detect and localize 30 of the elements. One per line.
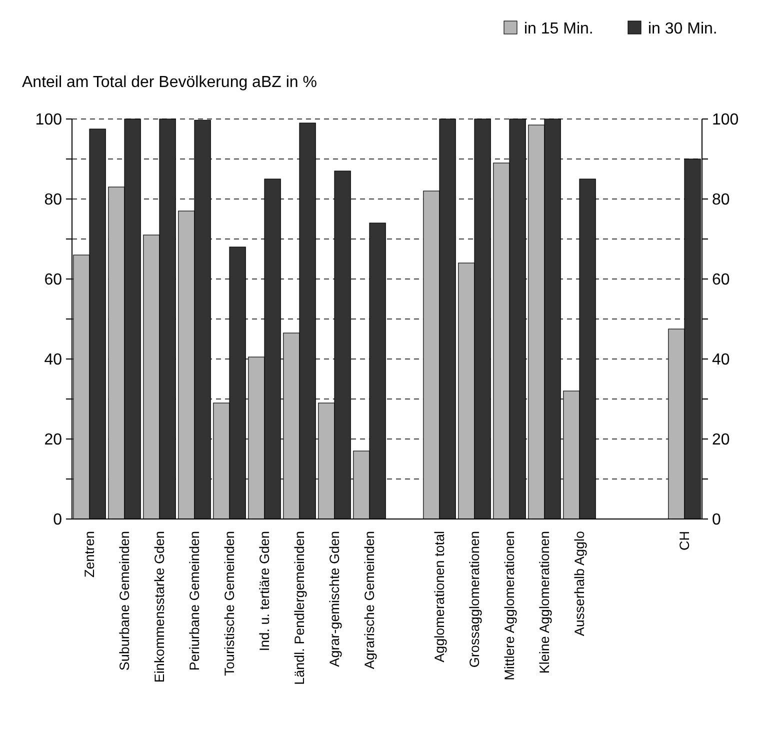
y2-tick-label: 100	[712, 112, 739, 129]
y-tick-label: 80	[44, 192, 62, 209]
x-tick-label: Zentren	[82, 531, 98, 578]
y2-tick-label: 0	[712, 512, 721, 529]
y-tick-label: 20	[44, 432, 62, 449]
legend-label: in 30 Min.	[648, 20, 718, 38]
legend-label: in 15 Min.	[524, 20, 594, 38]
x-tick-label: CH	[677, 531, 692, 550]
x-tick-label: Touristische Gemeinden	[222, 531, 238, 676]
x-tick-label: Ind. u. tertiäre Gden	[257, 531, 272, 652]
y-tick-label: 100	[35, 112, 62, 129]
y-tick-label: 60	[44, 272, 62, 289]
y2-tick-label: 60	[712, 272, 730, 289]
x-tick-label: Mittlere Agglomerationen	[502, 531, 518, 680]
y-tick-label: 40	[44, 352, 62, 369]
y-tick-label: 0	[53, 512, 62, 529]
x-tick-label: Einkommensstarke Gden	[152, 531, 168, 683]
x-tick-label: Periurbane Gemeinden	[187, 531, 202, 671]
x-tick-label: Kleine Agglomerationen	[537, 531, 552, 674]
x-tick-label: Ausserhalb Agglo	[572, 531, 588, 636]
x-tick-label: Ländl. Pendlergemeinden	[292, 531, 308, 685]
x-tick-label: Agrar-gemischte Gden	[327, 531, 342, 667]
x-tick-label: Suburbane Gemeinden	[117, 531, 132, 671]
x-tick-label: Agrarische Gemeinden	[362, 531, 378, 670]
y2-tick-label: 80	[712, 192, 730, 209]
y2-tick-label: 20	[712, 432, 730, 449]
x-tick-label: Agglomerationen total	[432, 531, 448, 662]
y2-tick-label: 40	[712, 352, 730, 369]
y-axis-title: Anteil am Total der Bevölkerung aBZ in %	[22, 74, 317, 91]
x-tick-label: Grossagglomerationen	[467, 531, 482, 668]
